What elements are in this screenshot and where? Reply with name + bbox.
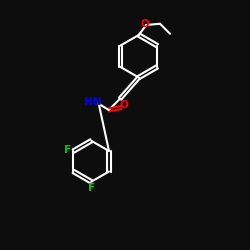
Text: O: O — [141, 19, 150, 29]
Text: O: O — [120, 100, 128, 110]
Text: F: F — [64, 145, 71, 155]
Text: F: F — [88, 183, 95, 193]
Text: HN: HN — [84, 98, 101, 108]
